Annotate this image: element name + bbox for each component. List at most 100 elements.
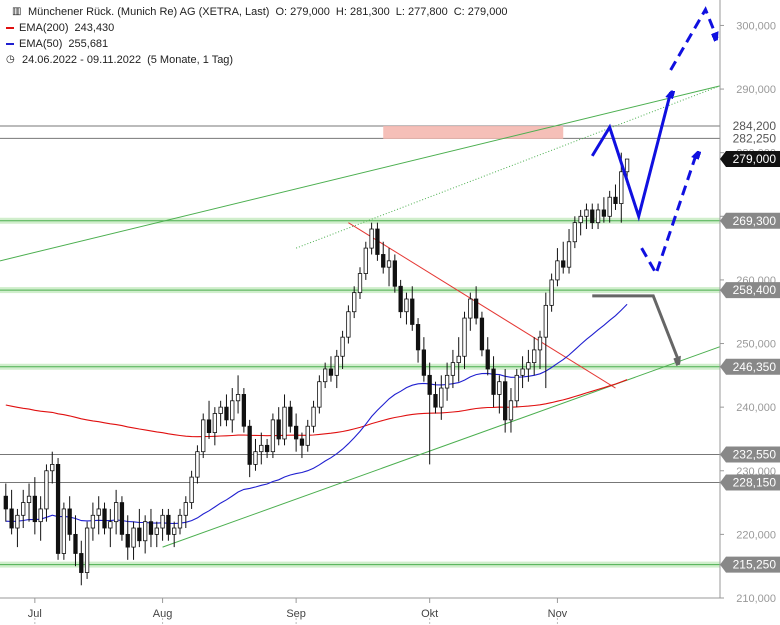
candle-body <box>340 336 345 357</box>
candle-body <box>79 553 84 573</box>
candle-body <box>398 285 403 313</box>
trend-lines <box>0 85 721 548</box>
candle-body <box>276 419 281 440</box>
candle-body <box>578 215 583 224</box>
candle-body <box>21 502 26 516</box>
candle-body <box>259 444 264 453</box>
candle-body <box>148 521 154 535</box>
candle-body <box>195 451 200 478</box>
candle-body <box>32 495 37 523</box>
candle-body <box>508 400 514 421</box>
candle-body <box>357 273 363 294</box>
price-marker: 284,200 <box>733 119 777 133</box>
ohlc-open: O: 279,000 <box>275 6 330 18</box>
candle-body <box>125 533 130 548</box>
candle-body <box>183 502 188 516</box>
candle-body <box>381 254 386 268</box>
bullish-path-arrow <box>590 92 670 222</box>
candle-body <box>38 508 43 523</box>
clock-icon: ◷ <box>6 54 15 65</box>
candle-body <box>172 527 177 535</box>
candle-body <box>473 298 479 319</box>
dotted-trend-line <box>295 85 721 249</box>
candle-body <box>311 406 316 427</box>
candle-body <box>404 298 409 313</box>
bearish-arrow <box>592 294 679 363</box>
candle-body <box>433 394 438 408</box>
candle-body <box>415 324 421 351</box>
candle-body <box>50 464 55 472</box>
ema50-value: 255,681 <box>68 38 109 50</box>
candle-body <box>15 514 20 529</box>
candles-icon: ▥ <box>12 6 22 17</box>
target-dashed-arrow <box>669 6 717 71</box>
x-tick-label: Jul <box>28 608 42 620</box>
price-marker-label: 282,250 <box>733 131 777 145</box>
candle-body <box>253 451 258 465</box>
candle-body <box>421 349 427 376</box>
candle-body <box>55 464 61 554</box>
price-marker-label: 232,550 <box>733 448 777 462</box>
price-marker: 279,000 <box>720 151 780 168</box>
candle-body <box>328 368 334 376</box>
candle-body <box>44 470 49 510</box>
x-axis: Jul Aug Sep Okt Nov <box>0 597 720 625</box>
candle-body <box>590 209 595 224</box>
candle-body <box>479 317 485 351</box>
candle-body <box>137 527 142 542</box>
candle-body <box>323 368 328 383</box>
candle-body <box>73 533 78 554</box>
candle-body <box>456 355 461 364</box>
legend-ema50-row: EMA(50) 255,681 <box>6 36 508 52</box>
candle-body <box>102 508 107 529</box>
candle-body <box>363 247 368 274</box>
candle-body <box>526 362 531 370</box>
candle-body <box>561 260 566 268</box>
candle-body <box>462 317 467 357</box>
price-marker-bg <box>720 358 780 375</box>
ema200-value: 243,430 <box>74 22 115 34</box>
y-tick-label: 220,000 <box>736 529 776 541</box>
price-marker-label: 279,000 <box>733 152 777 166</box>
forecast-arrows <box>590 6 717 363</box>
candle-body <box>584 209 589 217</box>
period-info: (5 Monate, 1 Tag) <box>147 54 234 66</box>
price-marker-label: 215,250 <box>733 558 777 572</box>
ema-lines <box>5 303 628 525</box>
candle-body <box>566 241 572 268</box>
ohlc-high: H: 281,300 <box>335 6 390 18</box>
ohlc-low: L: 277,800 <box>395 6 448 18</box>
price-marker-label: 269,300 <box>733 214 777 228</box>
downtrend-line <box>348 222 616 389</box>
alt-bullish-dashed-arrow <box>640 153 697 278</box>
price-marker: 246,350 <box>720 358 780 375</box>
price-marker: 282,250 <box>733 131 777 145</box>
candle-body <box>166 514 171 535</box>
ema200-name: EMA(200) <box>19 22 69 34</box>
price-marker: 269,300 <box>720 212 780 229</box>
price-marker-label: 284,200 <box>733 119 777 133</box>
x-tick-label: Sep <box>286 608 306 620</box>
resistance-zone <box>383 125 564 139</box>
candle-body <box>392 260 397 287</box>
candle-body <box>375 228 380 255</box>
candle-body <box>206 419 212 433</box>
candle-body <box>160 514 165 529</box>
date-range: 24.06.2022 - 09.11.2022 <box>22 54 142 66</box>
candle-body <box>177 514 183 529</box>
candle-body <box>189 476 194 503</box>
candle-body <box>624 158 630 173</box>
ema200-swatch <box>6 27 14 29</box>
candle-body <box>241 394 247 427</box>
candle-body <box>201 419 206 453</box>
x-tick-label: Okt <box>421 608 438 620</box>
candle-body <box>555 260 560 281</box>
candle-body <box>352 292 357 313</box>
price-marker-bg <box>720 474 780 491</box>
candle-body <box>305 425 310 446</box>
candle-body <box>485 349 490 370</box>
price-marker: 215,250 <box>720 556 780 573</box>
candle-body <box>282 406 287 440</box>
